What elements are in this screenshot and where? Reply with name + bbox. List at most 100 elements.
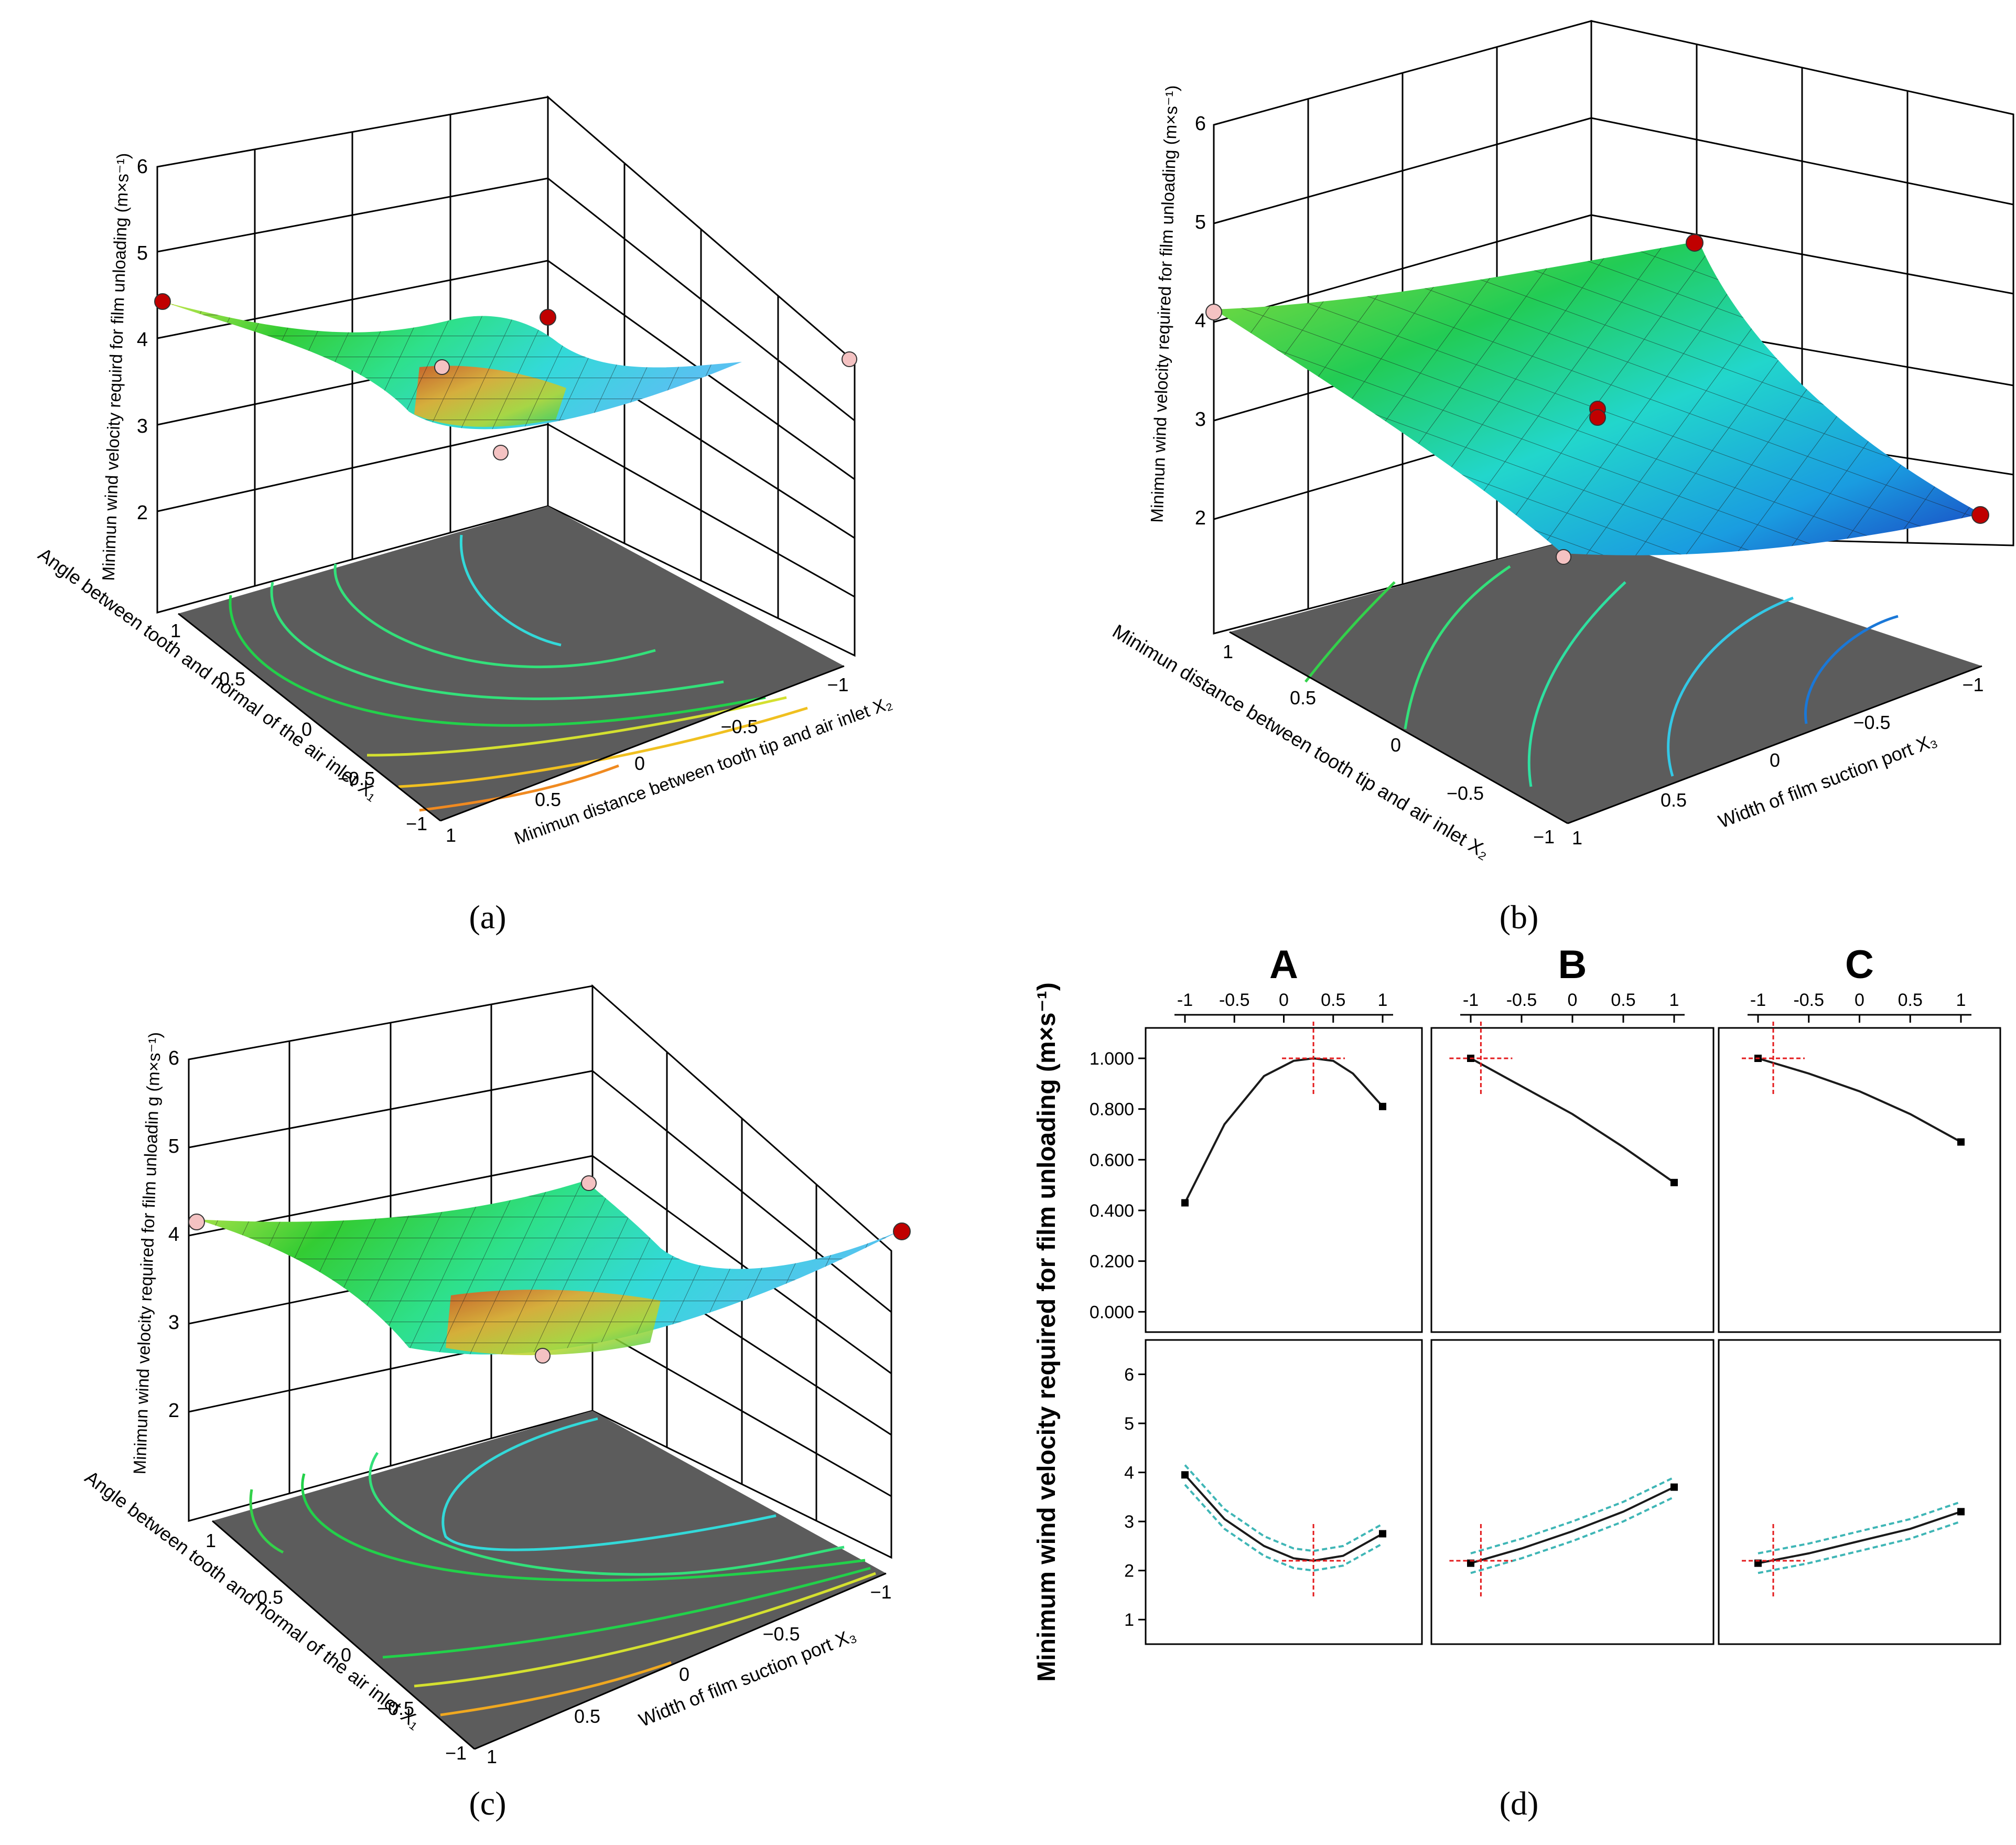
series-line-A <box>1184 1474 1383 1562</box>
panel-b-design-points <box>1205 234 1989 565</box>
z-tick: 5 <box>137 242 148 264</box>
panel-d-plots: A -1 -0.5 0 0.5 1 0.000 0.200 0.400 0.600 0.800 1.0… <box>1090 942 2001 1645</box>
panel-b-z-ticks: 2 3 4 5 6 <box>1195 113 1206 529</box>
x-tick: −0.5 <box>377 1698 414 1719</box>
z-tick: 3 <box>137 415 148 437</box>
series-line-C <box>1758 1510 1961 1564</box>
y-tick: 0.400 <box>1090 1201 1134 1221</box>
x-tick: 1 <box>170 620 181 641</box>
x-tick: -1 <box>1750 990 1766 1010</box>
design-point <box>188 1214 205 1230</box>
x-tick: 0 <box>1279 990 1289 1010</box>
design-point <box>535 1348 551 1364</box>
z-tick: 6 <box>137 156 148 178</box>
panel-c-wireframe <box>188 984 892 1559</box>
effect-plot-frame <box>1430 1339 1715 1645</box>
design-point <box>842 351 857 367</box>
x-tick: 0.5 <box>257 1586 283 1608</box>
z-tick: 6 <box>1195 113 1206 135</box>
x-tick: 0.5 <box>535 789 561 810</box>
design-point <box>540 309 556 326</box>
panel-d-y-label: Minimum wind velocity required for film … <box>1033 982 1061 1681</box>
x-tick: 0 <box>679 1664 689 1685</box>
panel-a-axis-lines <box>178 613 845 822</box>
x-tick: 1 <box>1223 641 1233 662</box>
series-endpoint <box>1181 1199 1189 1207</box>
effect-plot-frame <box>1430 1027 1715 1333</box>
x-tick: 0.5 <box>1321 990 1345 1010</box>
design-point <box>1686 234 1704 252</box>
x-tick: 0 <box>1855 990 1864 1010</box>
ci-band-upper <box>1184 1464 1383 1552</box>
y-tick: 2 <box>1124 1561 1134 1581</box>
x-tick: -0.5 <box>1219 990 1250 1010</box>
panel-b-left-ticks: 1 0.5 0 −0.5 −1 <box>1223 641 1555 848</box>
x-tick: -0.5 <box>1793 990 1824 1010</box>
x-tick: 1 <box>1378 990 1388 1010</box>
series-endpoint <box>1379 1530 1386 1538</box>
z-tick: 5 <box>168 1135 179 1157</box>
x-tick: 0.5 <box>574 1705 600 1727</box>
design-point <box>1589 409 1606 426</box>
x-tick: 0 <box>1770 749 1780 771</box>
panel-a-surface-mesh <box>163 302 742 430</box>
panel-d-caption: (d) <box>1500 1785 1539 1822</box>
panel-c-z-label: Minimun wind velocity required for film … <box>130 1032 164 1474</box>
x-tick: −0.5 <box>1853 712 1890 733</box>
ci-band-upper <box>1470 1476 1675 1554</box>
ci-band-lower <box>1758 1520 1961 1574</box>
panel-b-surface-mesh <box>1214 241 1982 555</box>
design-point <box>581 1175 597 1191</box>
design-point <box>434 359 450 375</box>
series-endpoint <box>1181 1471 1189 1479</box>
x-tick: 1 <box>1669 990 1679 1010</box>
y-tick: 0.000 <box>1090 1302 1134 1322</box>
series-endpoint <box>1957 1138 1965 1146</box>
panel-c: 2 3 4 5 6 1 0.5 0 −0.5 −1 1 0.5 0 −0.5 −… <box>81 984 911 1822</box>
effect-plot-frame <box>1145 1027 1423 1333</box>
x-tick: 1 <box>206 1530 216 1551</box>
panel-c-right-ticks: 1 0.5 0 −0.5 −1 <box>487 1581 892 1767</box>
effect-plot-frame <box>1718 1027 2001 1333</box>
effect-plot-frame <box>1145 1339 1423 1645</box>
y-tick: 0.600 <box>1090 1150 1134 1170</box>
design-point <box>893 1222 911 1240</box>
panel-c-contours <box>249 1417 876 1717</box>
panel-a-caption: (a) <box>469 898 506 936</box>
panel-b-right-ticks: 1 0.5 0 −0.5 −1 <box>1572 674 1984 849</box>
effect-plot-frame <box>1718 1339 2001 1645</box>
x-tick: −0.5 <box>338 768 375 789</box>
panel-b-floor <box>1230 535 1982 823</box>
series-line-B <box>1470 1486 1675 1564</box>
panel-b-axis-lines <box>1229 631 1982 824</box>
ci-band-upper <box>1758 1500 1961 1554</box>
y-tick: 0.200 <box>1090 1252 1134 1272</box>
z-tick: 2 <box>137 502 148 524</box>
z-tick: 3 <box>1195 409 1206 431</box>
x-tick: 0 <box>301 718 312 740</box>
panel-c-z-ticks: 2 3 4 5 6 <box>168 1047 179 1422</box>
factor-header-B: B <box>1558 942 1587 987</box>
x-tick: 0.5 <box>1661 789 1687 811</box>
panel-c-design-points <box>188 1175 911 1364</box>
x-tick: −1 <box>827 674 848 695</box>
x-tick: 1 <box>1956 990 1966 1010</box>
panel-a-design-points <box>154 293 857 460</box>
x-tick: −1 <box>406 813 427 834</box>
z-tick: 2 <box>168 1400 179 1422</box>
y-tick: 4 <box>1124 1463 1134 1483</box>
x-tick: 1 <box>487 1746 497 1767</box>
ci-band-lower <box>1470 1496 1675 1574</box>
x-tick: 0 <box>1390 734 1401 756</box>
series-line-B <box>1470 1057 1675 1184</box>
panel-b-z-label: Minimun wind velocity required for film … <box>1147 85 1181 523</box>
factor-header-A: A <box>1269 942 1298 987</box>
panel-c-surface-mesh <box>197 1180 902 1355</box>
x-tick: −1 <box>870 1581 891 1603</box>
y-tick: 3 <box>1124 1512 1134 1532</box>
panel-c-left-ticks: 1 0.5 0 −0.5 −1 <box>206 1530 467 1764</box>
design-point <box>154 293 171 310</box>
z-tick: 6 <box>168 1047 179 1069</box>
x-tick: −0.5 <box>720 716 758 737</box>
